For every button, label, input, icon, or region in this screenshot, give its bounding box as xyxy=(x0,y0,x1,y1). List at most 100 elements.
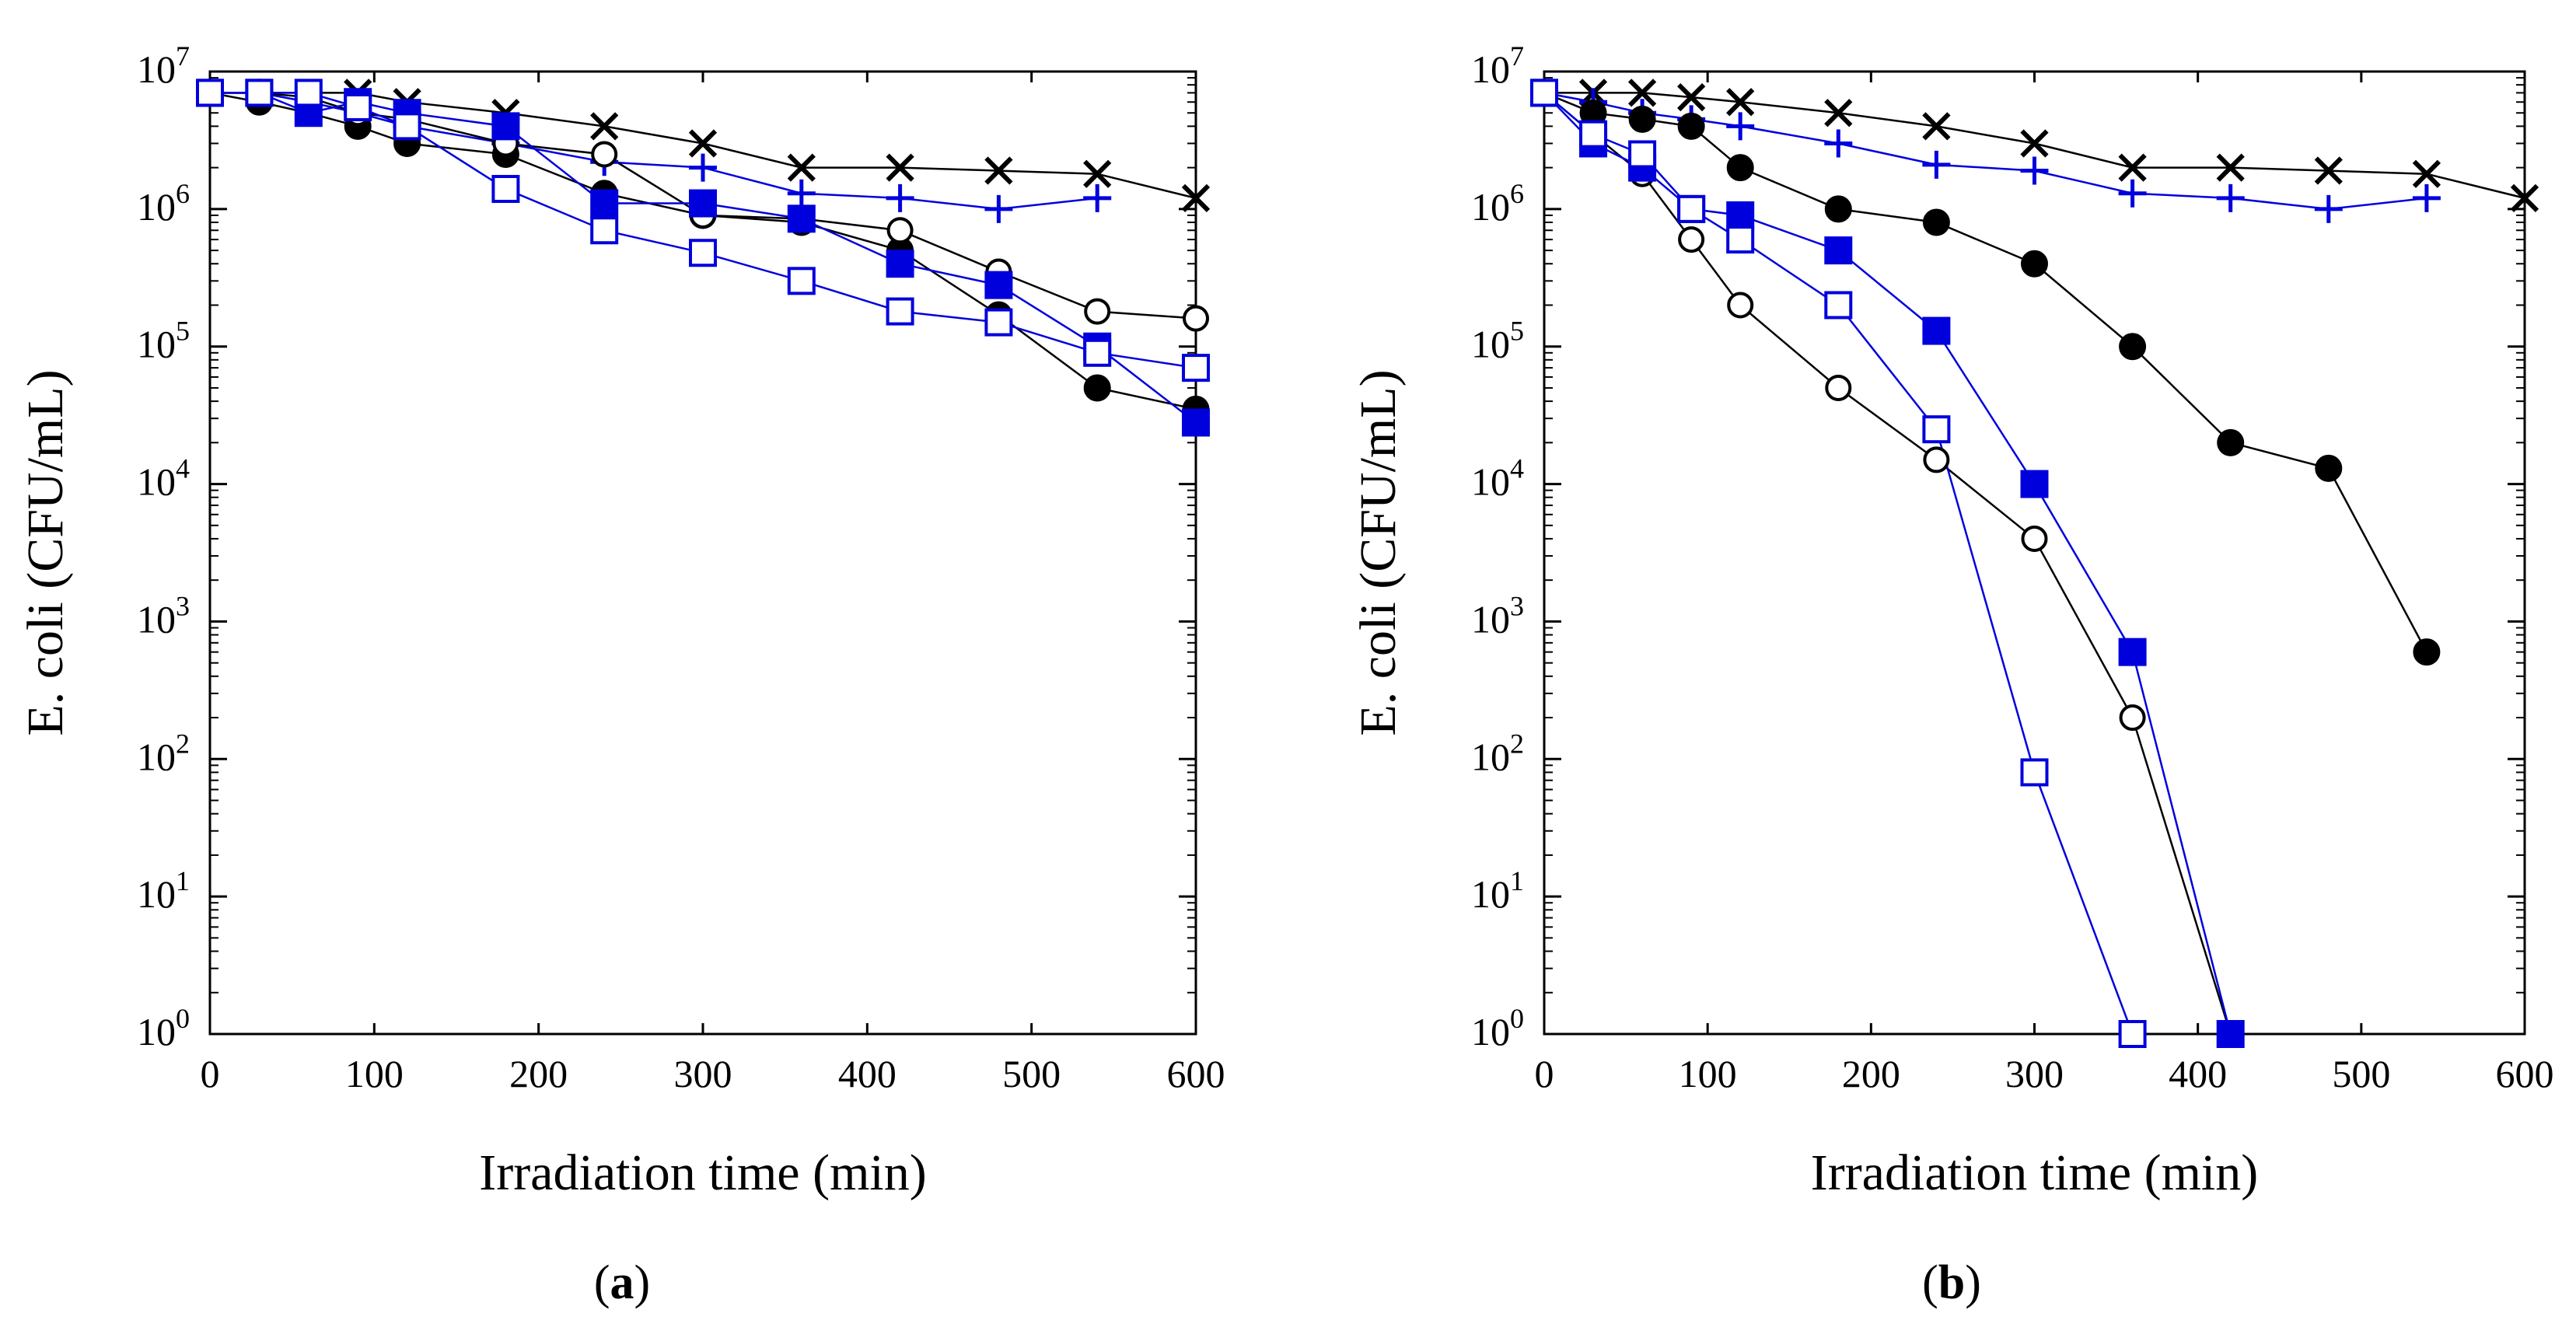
data-point-cross xyxy=(1824,99,1853,128)
data-point-open-square xyxy=(491,175,520,204)
data-point-open-square xyxy=(1726,225,1755,254)
data-point-open-square xyxy=(245,79,274,107)
data-point-filled-square xyxy=(2020,470,2049,498)
data-point-filled-circle xyxy=(2119,333,2147,361)
x-tick-label: 200 xyxy=(509,1052,568,1095)
x-tick-label: 0 xyxy=(1535,1052,1554,1095)
data-point-plus xyxy=(2020,156,2049,185)
series-line-open-circle xyxy=(1543,92,2232,1035)
data-point-open-square xyxy=(984,308,1013,337)
data-point-filled-square xyxy=(984,271,1013,299)
data-point-open-circle xyxy=(2119,704,2146,732)
y-tick-label: 101 xyxy=(1471,865,1524,916)
data-point-plus xyxy=(984,194,1013,223)
data-point-cross xyxy=(1726,88,1755,117)
data-point-cross xyxy=(2118,153,2147,182)
x-tick-label: 100 xyxy=(345,1052,404,1095)
x-tick-label: 500 xyxy=(2332,1052,2390,1095)
y-tick-label: 105 xyxy=(1471,316,1524,366)
panel-label-b: (b) xyxy=(1922,1256,1981,1309)
data-point-cross xyxy=(2216,153,2245,182)
panel-label-a: (a) xyxy=(594,1256,650,1309)
data-point-cross xyxy=(1677,82,1706,112)
x-tick-label: 0 xyxy=(201,1052,220,1095)
data-point-cross xyxy=(886,153,914,182)
data-point-open-circle xyxy=(1183,305,1209,332)
data-point-filled-square xyxy=(2216,1020,2245,1048)
panel-a: 0 100 200 300 400 500 600 100 101 102 103 104 105 106… xyxy=(17,40,1225,1201)
data-point-open-circle xyxy=(2021,525,2048,552)
data-point-filled-circle xyxy=(1824,195,1852,223)
y-tick-label: 104 xyxy=(137,453,190,504)
x-tick-label: 300 xyxy=(2005,1052,2064,1095)
x-tick-label: 300 xyxy=(674,1052,732,1095)
x-axis-title: Irradiation time (min) xyxy=(479,1144,926,1201)
data-point-cross xyxy=(2314,156,2343,185)
panel-b: 0 100 200 300 400 500 600 100 101 102 103 104 105 106… xyxy=(1350,40,2554,1201)
data-point-filled-circle xyxy=(2413,638,2441,666)
y-tick-label: 101 xyxy=(137,865,190,916)
data-point-cross xyxy=(590,112,619,141)
data-point-plus xyxy=(2216,183,2245,212)
data-point-open-circle xyxy=(1084,298,1111,325)
data-point-open-square xyxy=(294,79,323,107)
x-tick-label: 600 xyxy=(2496,1052,2554,1095)
y-tick-label: 105 xyxy=(137,316,190,366)
y-tick-label: 103 xyxy=(137,590,190,641)
y-axis-title: E. coli (CFU/mL) xyxy=(17,369,74,735)
data-point-open-circle xyxy=(1923,446,1950,473)
y-tick-label: 100 xyxy=(137,1003,190,1053)
data-point-cross xyxy=(1627,79,1657,107)
data-point-plus xyxy=(2118,179,2147,208)
data-point-open-square xyxy=(1922,415,1951,444)
x-tick-label: 500 xyxy=(1002,1052,1061,1095)
data-point-open-square xyxy=(1628,140,1657,169)
data-point-filled-square xyxy=(2118,638,2147,666)
data-point-filled-circle xyxy=(2021,250,2048,278)
y-tick-label: 102 xyxy=(137,728,190,778)
data-point-open-square xyxy=(1530,79,1558,107)
data-point-open-square xyxy=(344,93,372,121)
data-point-filled-circle xyxy=(2315,454,2343,482)
y-tick-label: 107 xyxy=(137,40,190,91)
data-point-filled-square xyxy=(590,189,619,218)
x-tick-label: 100 xyxy=(1679,1052,1737,1095)
data-point-open-circle xyxy=(1727,292,1754,319)
data-point-plus xyxy=(2412,183,2441,212)
series-line-filled-square xyxy=(1543,92,2232,1035)
y-tick-label: 102 xyxy=(1471,728,1524,778)
y-tick-label: 103 xyxy=(1471,590,1524,641)
data-point-open-circle xyxy=(591,141,618,168)
data-point-filled-circle xyxy=(1083,374,1111,402)
data-point-filled-square xyxy=(1824,236,1853,265)
data-point-plus xyxy=(689,153,717,182)
data-point-filled-square xyxy=(689,189,717,218)
data-point-plus xyxy=(1824,129,1853,158)
data-point-open-square xyxy=(1677,194,1706,223)
data-point-plus xyxy=(1083,183,1112,212)
y-tick-label: 100 xyxy=(1471,1003,1524,1053)
data-point-open-square xyxy=(1579,120,1608,148)
data-point-cross xyxy=(984,156,1013,185)
x-axis-title: Irradiation time (min) xyxy=(1811,1144,2258,1201)
data-point-open-square xyxy=(689,239,717,267)
data-point-cross xyxy=(1083,159,1112,188)
data-point-filled-circle xyxy=(1726,154,1754,182)
data-point-open-square xyxy=(1824,291,1853,320)
data-point-cross xyxy=(787,153,816,182)
y-tick-label: 106 xyxy=(137,178,190,229)
data-point-filled-square xyxy=(1922,316,1951,345)
data-point-cross xyxy=(2412,159,2441,188)
data-point-filled-square xyxy=(491,112,520,141)
data-point-open-square xyxy=(196,79,224,107)
data-point-open-square xyxy=(393,112,421,141)
y-tick-label: 106 xyxy=(1471,178,1524,229)
data-point-open-square xyxy=(886,297,914,326)
data-point-open-square xyxy=(787,267,816,295)
data-point-plus xyxy=(1726,112,1755,141)
data-point-cross xyxy=(2510,183,2539,212)
data-point-open-circle xyxy=(886,217,914,244)
data-point-filled-square xyxy=(1182,408,1210,437)
data-point-filled-circle xyxy=(1628,105,1656,133)
